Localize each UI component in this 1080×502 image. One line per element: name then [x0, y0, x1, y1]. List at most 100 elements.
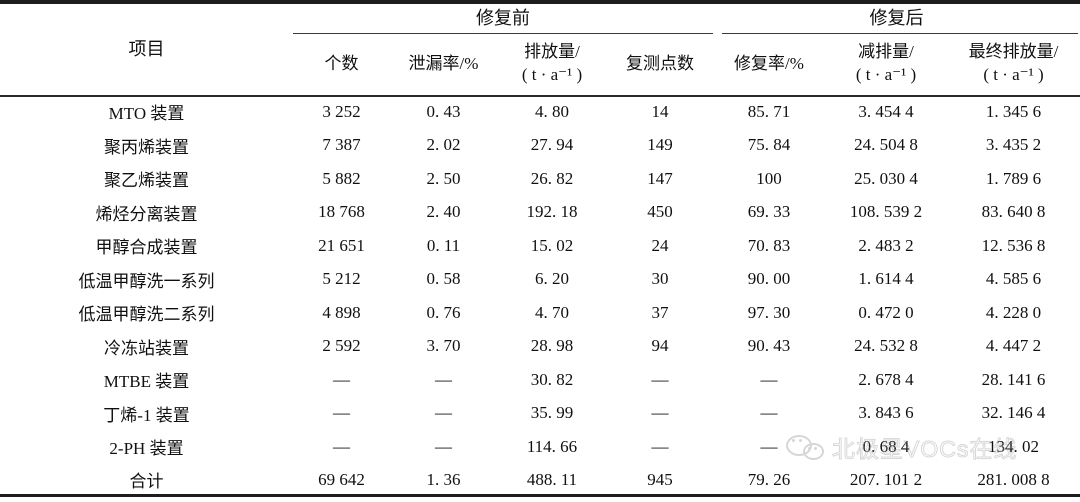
column-header-emission-label: 排放量/ — [524, 42, 580, 62]
column-header-final-emission-unit: ( t · a⁻¹ ) — [983, 65, 1044, 84]
table-cell-rate: 69. 33 — [747, 202, 791, 222]
table-cell-pts: 37 — [651, 302, 669, 322]
total-cell-red: 207. 101 2 — [849, 469, 923, 489]
table-cell-pts: 94 — [651, 336, 669, 356]
table-cell-pts: 147 — [647, 168, 673, 188]
group-underline-after — [722, 33, 1078, 34]
table-cell-rate: — — [760, 403, 778, 423]
table-cell-pts: — — [651, 436, 669, 456]
table-cell-final: 1. 789 6 — [985, 168, 1042, 188]
column-header-repair-rate-label: 修复率/% — [734, 53, 804, 73]
table-cell-pts: — — [651, 369, 669, 389]
table-cell-count: 18 768 — [318, 202, 365, 222]
table-cell-emis: 4. 80 — [535, 101, 569, 121]
table-cell-leak: — — [435, 436, 452, 456]
table-cell-red: 2. 483 2 — [858, 235, 914, 255]
total-cell-count: 69 642 — [318, 469, 365, 489]
row-label: 低温甲醇洗二系列 — [78, 305, 215, 325]
column-header-emission: 排放量/ ( t · a⁻¹ ) — [497, 33, 607, 95]
row-label: 低温甲醇洗一系列 — [78, 271, 215, 291]
row-label: MTO 装置 — [108, 104, 185, 124]
table-row: MTO 装置 3 252 0. 43 4. 80 14 85. 71 3. 454 4 1. … — [0, 95, 1080, 129]
table-cell-pts: — — [651, 403, 669, 423]
column-header-leak-rate: 泄漏率/% — [390, 33, 497, 95]
table-cell-leak: 0. 43 — [426, 101, 461, 121]
table-cell-leak: 0. 76 — [426, 302, 461, 322]
column-header-reduction-unit: ( t · a⁻¹ ) — [855, 65, 917, 84]
total-cell-leak: 1. 36 — [426, 469, 461, 489]
table-cell-rate: 85. 71 — [747, 101, 791, 121]
table-cell-emis: 6. 20 — [535, 269, 569, 289]
table-cell-leak: 2. 40 — [426, 202, 461, 222]
row-label: 丁烯-1 装置 — [103, 405, 190, 425]
column-header-emission-unit: ( t · a⁻¹ ) — [521, 65, 583, 84]
table-cell-final: 12. 536 8 — [981, 235, 1046, 255]
table-cell-red: 108. 539 2 — [849, 202, 923, 222]
row-label: 聚丙烯装置 — [104, 137, 189, 157]
table-row: 低温甲醇洗一系列 5 212 0. 58 6. 20 30 90. 00 1. 614 4 4… — [0, 263, 1080, 297]
table-cell-final: 32. 146 4 — [981, 403, 1046, 423]
table-cell-red: 0. 68 4 — [862, 436, 910, 456]
table-cell-count: 3 252 — [322, 101, 361, 121]
table-cell-final: 83. 640 8 — [981, 202, 1046, 222]
table-cell-rate: — — [760, 436, 778, 456]
row-label: 冷冻站装置 — [104, 338, 189, 358]
row-label: 甲醇合成装置 — [95, 238, 198, 258]
table-cell-leak: 0. 58 — [426, 269, 461, 289]
table-cell-emis: 35. 99 — [530, 403, 574, 423]
table-cell-emis: 28. 98 — [530, 336, 574, 356]
table-row: 聚乙烯装置 5 882 2. 50 26. 82 147 100 25. 030 4 1. 7… — [0, 162, 1080, 196]
table-cell-leak: 0. 11 — [426, 235, 461, 255]
table-cell-red: 3. 843 6 — [858, 403, 914, 423]
table-cell-final: 4. 585 6 — [985, 269, 1042, 289]
column-header-count: 个数 — [293, 33, 390, 95]
table-cell-count: — — [333, 436, 350, 456]
group-header-row: 项目 修复前 修复后 — [0, 0, 1080, 59]
table-cell-emis: 15. 02 — [530, 235, 574, 255]
table-cell-final: 4. 228 0 — [985, 302, 1042, 322]
table-cell-count: — — [333, 403, 350, 423]
total-cell-rate: 79. 26 — [747, 469, 791, 489]
table-head: 项目 修复前 修复后 个数 泄漏率/% 排放量/ ( t · a⁻¹ ) 复测点… — [0, 0, 1080, 95]
table-cell-emis: 114. 66 — [526, 436, 578, 456]
table-cell-pts: 450 — [647, 202, 673, 222]
table-cell-count: 21 651 — [318, 235, 365, 255]
table-cell-final: 134. 02 — [988, 436, 1039, 456]
column-header-repair-rate: 修复率/% — [713, 33, 825, 95]
total-cell-pts: 945 — [647, 469, 673, 489]
table-total-row: 合计 69 642 1. 36 488. 11 945 79. 26 207. 101 2 2… — [0, 464, 1080, 496]
table-cell-red: 24. 504 8 — [854, 135, 918, 155]
group-header-before: 修复前 — [476, 7, 530, 28]
table-cell-red: 25. 030 4 — [854, 168, 918, 188]
table-body: MTO 装置 3 252 0. 43 4. 80 14 85. 71 3. 454 4 1. … — [0, 95, 1080, 496]
table-row: 2-PH 装置 — — 114. 66 — — 0. 68 4 134. 02 — [0, 430, 1080, 464]
table-row: 甲醇合成装置 21 651 0. 11 15. 02 24 70. 83 2. 483 2 1… — [0, 229, 1080, 263]
table-cell-pts: 149 — [647, 135, 673, 155]
column-header-final-emission-label: 最终排放量/ — [968, 42, 1059, 62]
table-cell-red: 3. 454 4 — [858, 101, 914, 121]
table-cell-count: 2 592 — [322, 336, 361, 356]
total-cell-emis: 488. 11 — [526, 469, 578, 489]
table-cell-leak: 2. 50 — [426, 168, 461, 188]
table-cell-leak: 3. 70 — [426, 336, 461, 356]
table-row: 冷冻站装置 2 592 3. 70 28. 98 94 90. 43 24. 532 8 4.… — [0, 330, 1080, 364]
table-cell-final: 4. 447 2 — [985, 336, 1042, 356]
table-cell-final: 28. 141 6 — [981, 369, 1046, 389]
table-cell-emis: 4. 70 — [535, 302, 569, 322]
table-cell-rate: 97. 30 — [747, 302, 791, 322]
column-header-recheck-points-label: 复测点数 — [626, 53, 694, 73]
group-header-after: 修复后 — [869, 7, 924, 28]
column-header-row: 个数 泄漏率/% 排放量/ ( t · a⁻¹ ) 复测点数 修复率/% 减排量… — [0, 33, 1080, 95]
row-label: 聚乙烯装置 — [104, 171, 189, 191]
table-cell-red: 24. 532 8 — [854, 336, 918, 356]
table-row: MTBE 装置 — — 30. 82 — — 2. 678 4 28. 141 6 — [0, 363, 1080, 397]
table-cell-emis: 30. 82 — [530, 369, 574, 389]
table-row: 烯烃分离装置 18 768 2. 40 192. 18 450 69. 33 108. 53… — [0, 196, 1080, 230]
table-row: 低温甲醇洗二系列 4 898 0. 76 4. 70 37 97. 30 0. 472 0 4… — [0, 296, 1080, 330]
table-cell-count: 5 882 — [322, 168, 361, 188]
row-label: 2-PH 装置 — [109, 439, 184, 459]
table-cell-final: 3. 435 2 — [985, 135, 1042, 155]
table-cell-rate: 70. 83 — [747, 235, 791, 255]
